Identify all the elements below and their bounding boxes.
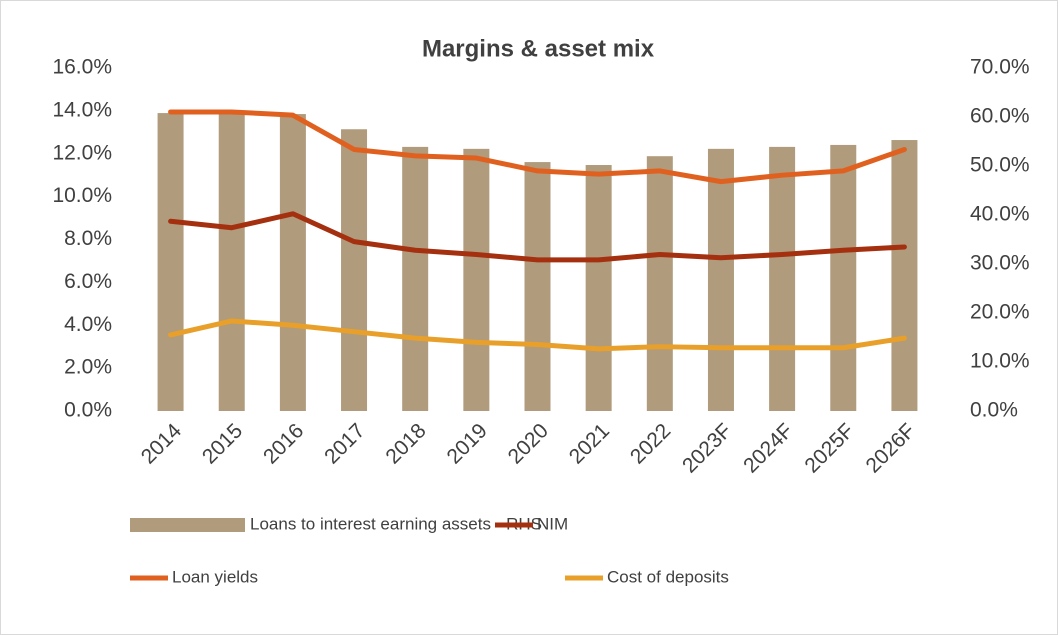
y-tick-label: 16.0%	[52, 56, 112, 79]
y2-tick-label: 60.0%	[970, 105, 1030, 128]
legend-label: NIM	[537, 514, 568, 533]
bar	[830, 144, 857, 411]
y2-tick-label: 0.0%	[970, 399, 1018, 422]
y2-tick-label: 30.0%	[970, 252, 1030, 275]
y-tick-label: 2.0%	[64, 356, 112, 379]
legend-label: Cost of deposits	[607, 567, 729, 586]
line	[168, 318, 907, 352]
bar	[402, 146, 429, 411]
bar	[279, 114, 306, 411]
legend-swatch	[130, 518, 245, 532]
bar	[218, 113, 245, 411]
legend-label: Loans to interest earning assets - RHS	[250, 514, 542, 533]
legend-label: Loan yields	[172, 567, 258, 586]
y-tick-label: 14.0%	[52, 98, 112, 121]
bar	[769, 146, 796, 411]
y2-tick-label: 40.0%	[970, 203, 1030, 226]
y2-tick-label: 10.0%	[970, 350, 1030, 373]
y2-tick-label: 20.0%	[970, 301, 1030, 324]
bar	[463, 148, 490, 411]
y-tick-label: 0.0%	[64, 399, 112, 422]
y2-tick-label: 70.0%	[970, 56, 1030, 79]
chart-title: Margins & asset mix	[422, 35, 655, 62]
y-tick-label: 6.0%	[64, 270, 112, 293]
y-tick-label: 12.0%	[52, 141, 112, 164]
bar	[707, 148, 734, 411]
y-tick-label: 8.0%	[64, 227, 112, 250]
y-tick-label: 10.0%	[52, 184, 112, 207]
bar	[524, 162, 551, 411]
line	[168, 211, 907, 263]
bar	[341, 129, 368, 411]
bar	[585, 165, 612, 411]
bar	[157, 113, 184, 411]
bar	[646, 156, 673, 411]
line	[168, 109, 907, 185]
y2-tick-label: 50.0%	[970, 154, 1030, 177]
bar	[891, 140, 918, 411]
y-tick-label: 4.0%	[64, 313, 112, 336]
